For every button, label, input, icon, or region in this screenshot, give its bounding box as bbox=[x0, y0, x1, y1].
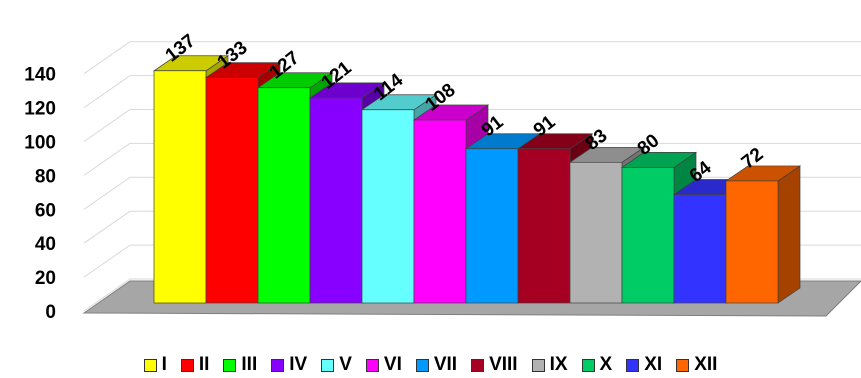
legend-label: VI bbox=[383, 354, 402, 375]
y-tick-label: 20 bbox=[35, 268, 56, 289]
legend-swatch bbox=[676, 358, 690, 372]
bar-front bbox=[153, 70, 207, 304]
gridline-diagonal bbox=[83, 278, 131, 312]
legend-swatch bbox=[626, 358, 640, 372]
legend-item: X bbox=[581, 354, 613, 376]
legend-item: VI bbox=[365, 354, 402, 376]
bar-front bbox=[725, 180, 779, 304]
legend-swatch bbox=[143, 358, 157, 372]
gridline-diagonal bbox=[83, 210, 131, 244]
bar-front bbox=[569, 161, 623, 304]
bar-front bbox=[621, 167, 675, 304]
gridline-diagonal bbox=[83, 41, 131, 75]
bar-front bbox=[465, 148, 519, 304]
legend-label: XI bbox=[644, 354, 663, 375]
legend-label: I bbox=[161, 354, 167, 375]
bar-XII bbox=[724, 165, 802, 304]
legend-item: XII bbox=[676, 354, 717, 376]
legend-swatch bbox=[365, 358, 379, 372]
bar-front bbox=[517, 148, 571, 304]
bar-front bbox=[361, 109, 415, 304]
legend-item: IV bbox=[271, 354, 307, 376]
gridline-diagonal bbox=[83, 244, 131, 278]
legend-label: V bbox=[339, 354, 352, 375]
legend-label: IX bbox=[549, 354, 568, 375]
legend-item: VIII bbox=[471, 354, 518, 376]
legend-swatch bbox=[581, 358, 595, 372]
bars bbox=[152, 55, 802, 304]
legend-swatch bbox=[271, 358, 285, 372]
gridline-diagonal bbox=[83, 142, 131, 176]
bar-front bbox=[413, 119, 467, 304]
legend-swatch bbox=[223, 358, 237, 372]
gridline-diagonal bbox=[83, 75, 131, 109]
y-tick-label: 100 bbox=[24, 133, 56, 154]
legend-label: XII bbox=[694, 354, 718, 375]
legend-swatch bbox=[321, 358, 335, 372]
legend-item: VII bbox=[415, 354, 458, 376]
bar-front bbox=[673, 194, 727, 304]
y-tick-label: 120 bbox=[24, 99, 56, 120]
y-tick-label: 0 bbox=[45, 302, 56, 323]
legend-label: VIII bbox=[489, 354, 518, 375]
legend: I II III IV V VI VII VIII IX X XI XII bbox=[0, 354, 861, 376]
y-tick-label: 40 bbox=[35, 234, 56, 255]
legend-label: II bbox=[198, 354, 210, 375]
bar-I bbox=[152, 55, 230, 304]
legend-label: VII bbox=[433, 354, 458, 375]
legend-item: XI bbox=[626, 354, 662, 376]
gridline-diagonal bbox=[83, 176, 131, 210]
y-axis-ticks: 0 20 40 60 80 100 120 140 bbox=[24, 65, 56, 323]
legend-label: IV bbox=[289, 354, 308, 375]
legend-swatch bbox=[531, 358, 545, 372]
legend-label: III bbox=[241, 354, 258, 375]
y-tick-label: 60 bbox=[35, 200, 56, 221]
y-tick-label: 80 bbox=[35, 166, 56, 187]
gridline-diagonal bbox=[83, 109, 131, 142]
legend-label: X bbox=[599, 354, 613, 375]
legend-item: III bbox=[223, 354, 257, 376]
legend-swatch bbox=[415, 358, 429, 372]
y-tick-label: 140 bbox=[24, 65, 56, 86]
bar-side bbox=[777, 165, 801, 304]
legend-item: IX bbox=[531, 354, 568, 376]
legend-swatch bbox=[471, 358, 485, 372]
bar-front bbox=[309, 97, 363, 304]
legend-item: II bbox=[180, 354, 210, 376]
bar-front bbox=[205, 77, 259, 304]
legend-swatch bbox=[180, 358, 194, 372]
legend-item: I bbox=[143, 354, 167, 376]
legend-item: V bbox=[321, 354, 352, 376]
bar-front bbox=[257, 87, 311, 304]
